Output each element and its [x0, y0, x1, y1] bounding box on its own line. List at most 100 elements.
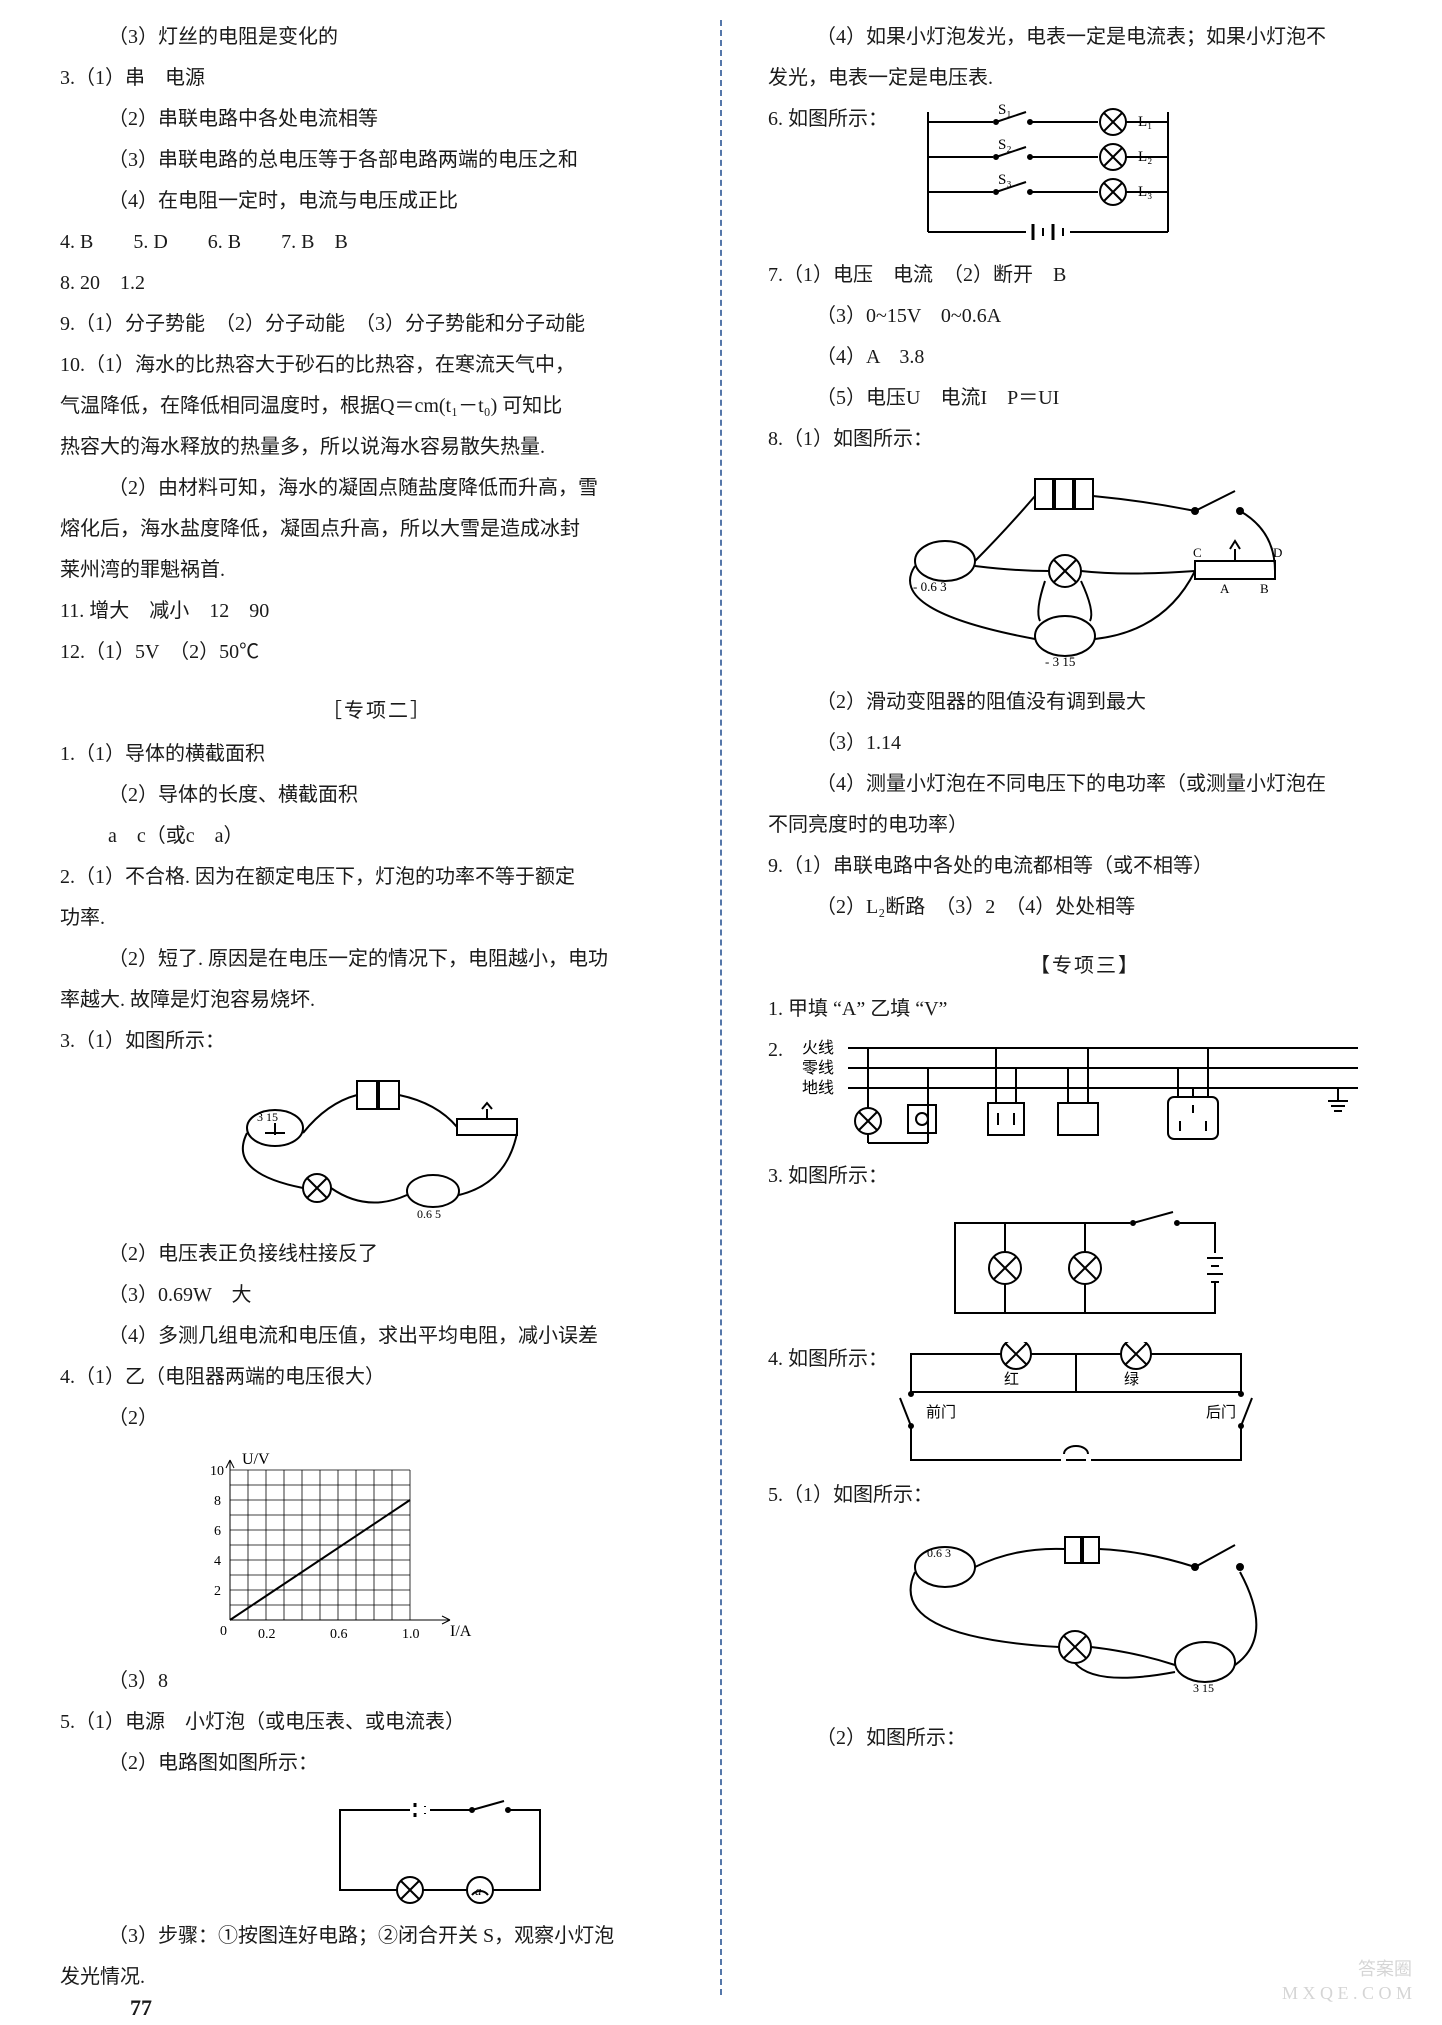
text-line: （2）	[60, 1401, 694, 1436]
text-line: （4）A 3.8	[768, 340, 1402, 375]
circuit-figure-6: S₁ S₂ S₃ L₁ L₂ L₃	[898, 102, 1198, 252]
svg-text:红: 红	[1004, 1371, 1019, 1388]
text-line: （4）测量小灯泡在不同电压下的电功率（或测量小灯泡在	[768, 767, 1402, 802]
text-line: （3）1.14	[768, 726, 1402, 761]
text-line: （4）如果小灯泡发光，电表一定是电流表；如果小灯泡不	[768, 20, 1402, 55]
svg-text:a: a	[475, 1883, 482, 1898]
text-line: （2）滑动变阻器的阻值没有调到最大	[768, 685, 1402, 720]
household-wiring-figure: 火线 零线 地线	[798, 1033, 1358, 1153]
circuit-figure-1: 3 15 0.6 5	[60, 1073, 694, 1223]
text-line: 3.（1）串 电源	[60, 61, 694, 96]
text-line: a c（或c a）	[60, 819, 694, 854]
text-line: 气温降低，在降低相同温度时，根据Q＝cm(t₁－t₀) 可知比	[60, 389, 694, 424]
text-line: 6. 如图所示：	[768, 102, 888, 137]
page: （3）灯丝的电阻是变化的 3.（1）串 电源 （2）串联电路中各处电流相等 （3…	[0, 0, 1442, 2025]
text-line: 热容大的海水释放的热量多，所以说海水容易散失热量.	[60, 430, 694, 465]
text-line: 4. 如图所示：	[768, 1342, 888, 1377]
circuit-figure-8: - 0.6 3 - 3 15 C D A B	[768, 471, 1402, 671]
text-line: （3）串联电路的总电压等于各部电路两端的电压之和	[60, 143, 694, 178]
column-divider	[720, 20, 722, 1995]
text-line: 10.（1）海水的比热容大于砂石的比热容，在寒流天气中，	[60, 348, 694, 383]
text-line: （2）由材料可知，海水的凝固点随盐度降低而升高，雪	[60, 471, 694, 506]
circuit-figure-s3-4: 红 绿 前门 后门	[896, 1342, 1256, 1472]
svg-text:0: 0	[220, 1624, 227, 1639]
text-line: 3. 如图所示：	[768, 1159, 1402, 1194]
svg-text:地线: 地线	[802, 1079, 834, 1097]
text-line: 莱州湾的罪魁祸首.	[60, 553, 694, 588]
text-line: （5）电压U 电流I P＝UI	[768, 381, 1402, 416]
text-line: （2）如图所示：	[768, 1721, 1402, 1756]
text-line: （3）0.69W 大	[60, 1278, 694, 1313]
text-line: （3）灯丝的电阻是变化的	[60, 20, 694, 55]
svg-text:10: 10	[210, 1464, 224, 1479]
text-line: 12.（1）5V （2）50℃	[60, 635, 694, 670]
watermark: 答案圈 M X Q E . C O M	[1282, 1958, 1412, 2005]
svg-text:绿: 绿	[1124, 1371, 1139, 1388]
svg-text:U/V: U/V	[242, 1451, 270, 1468]
svg-text:L₁: L₁	[1138, 114, 1152, 130]
svg-text:S₁: S₁	[998, 102, 1012, 118]
svg-text:S₂: S₂	[998, 137, 1012, 153]
page-number: 77	[130, 1995, 152, 2021]
left-column: （3）灯丝的电阻是变化的 3.（1）串 电源 （2）串联电路中各处电流相等 （3…	[60, 20, 714, 1995]
text-line: （2）导体的长度、横截面积	[60, 778, 694, 813]
svg-text:前门: 前门	[926, 1404, 956, 1421]
text-line: 4.（1）乙（电阻器两端的电压很大）	[60, 1360, 694, 1395]
text-line: （3）0~15V 0~0.6A	[768, 299, 1402, 334]
text-line: （2）电路图如图所示：	[60, 1746, 694, 1781]
text-line: （2）L₂断路 （3）2 （4）处处相等	[768, 890, 1402, 925]
text-line: 1.（1）导体的横截面积	[60, 737, 694, 772]
text-line: （4）在电阻一定时，电流与电压成正比	[60, 184, 694, 219]
text-line: 发光，电表一定是电压表.	[768, 61, 1402, 96]
text-line: 1. 甲填 “A” 乙填 “V”	[768, 992, 1402, 1027]
text-line: 2.	[768, 1033, 798, 1068]
text-line: 发光情况.	[60, 1960, 694, 1995]
text-line: 11. 增大 减小 12 90	[60, 594, 694, 629]
text-line: 熔化后，海水盐度降低，凝固点升高，所以大雪是造成冰封	[60, 512, 694, 547]
section-title-3: 【专项三】	[768, 949, 1402, 978]
text-line: 5.（1）如图所示：	[768, 1478, 1402, 1513]
text-line: 5.（1）电源 小灯泡（或电压表、或电流表）	[60, 1705, 694, 1740]
text-line: （2）电压表正负接线柱接反了	[60, 1237, 694, 1272]
svg-text:后门: 后门	[1206, 1404, 1236, 1421]
uv-ia-chart: 10 8 6 4 2 0 0.2 0.6 1.0 U/V I/A	[60, 1450, 694, 1650]
svg-text:零线: 零线	[802, 1059, 834, 1077]
svg-text:- 0.6 3: - 0.6 3	[913, 579, 947, 594]
text-line: （3）8	[60, 1664, 694, 1699]
text-line: （2）短了. 原因是在电压一定的情况下，电阻越小，电功	[60, 942, 694, 977]
text-line: 功率.	[60, 901, 694, 936]
svg-text:0.6 5: 0.6 5	[417, 1207, 441, 1221]
text-line: 率越大. 故障是灯泡容易烧坏.	[60, 983, 694, 1018]
text-line: 4. B 5. D 6. B 7. B B	[60, 225, 694, 260]
circuit-figure-s3-3	[768, 1208, 1402, 1328]
svg-text:- 3 15: - 3 15	[1045, 654, 1075, 669]
text-line: 8. 20 1.2	[60, 266, 694, 301]
text-line: 不同亮度时的电功率）	[768, 808, 1402, 843]
svg-text:3 15: 3 15	[257, 1110, 278, 1124]
svg-text:1.0: 1.0	[402, 1627, 420, 1642]
circuit-simple: a	[60, 1795, 694, 1905]
text-line: （2）串联电路中各处电流相等	[60, 102, 694, 137]
svg-text:3 15: 3 15	[1193, 1681, 1214, 1695]
section-title-2: ［专项二］	[60, 694, 694, 723]
svg-text:I/A: I/A	[450, 1623, 472, 1640]
svg-text:2: 2	[214, 1584, 221, 1599]
svg-text:L₂: L₂	[1138, 149, 1152, 165]
svg-text:0.6: 0.6	[330, 1627, 348, 1642]
svg-text:C: C	[1193, 545, 1202, 560]
svg-text:D: D	[1273, 545, 1282, 560]
circuit-figure-s3-5: 0.6 3 3 15	[768, 1527, 1402, 1707]
text-line: 2.（1）不合格. 因为在额定电压下，灯泡的功率不等于额定	[60, 860, 694, 895]
text-line: 9.（1）串联电路中各处的电流都相等（或不相等）	[768, 849, 1402, 884]
svg-text:L₃: L₃	[1138, 184, 1152, 200]
svg-text:B: B	[1260, 581, 1269, 596]
text-line: 7.（1）电压 电流 （2）断开 B	[768, 258, 1402, 293]
svg-text:火线: 火线	[802, 1039, 834, 1057]
right-column: （4）如果小灯泡发光，电表一定是电流表；如果小灯泡不 发光，电表一定是电压表. …	[728, 20, 1402, 1995]
text-line: 8.（1）如图所示：	[768, 422, 1402, 457]
svg-text:0.2: 0.2	[258, 1627, 276, 1642]
svg-text:S₃: S₃	[998, 172, 1012, 188]
svg-text:A: A	[1220, 581, 1230, 596]
svg-text:8: 8	[214, 1494, 221, 1509]
svg-text:0.6 3: 0.6 3	[927, 1546, 951, 1560]
